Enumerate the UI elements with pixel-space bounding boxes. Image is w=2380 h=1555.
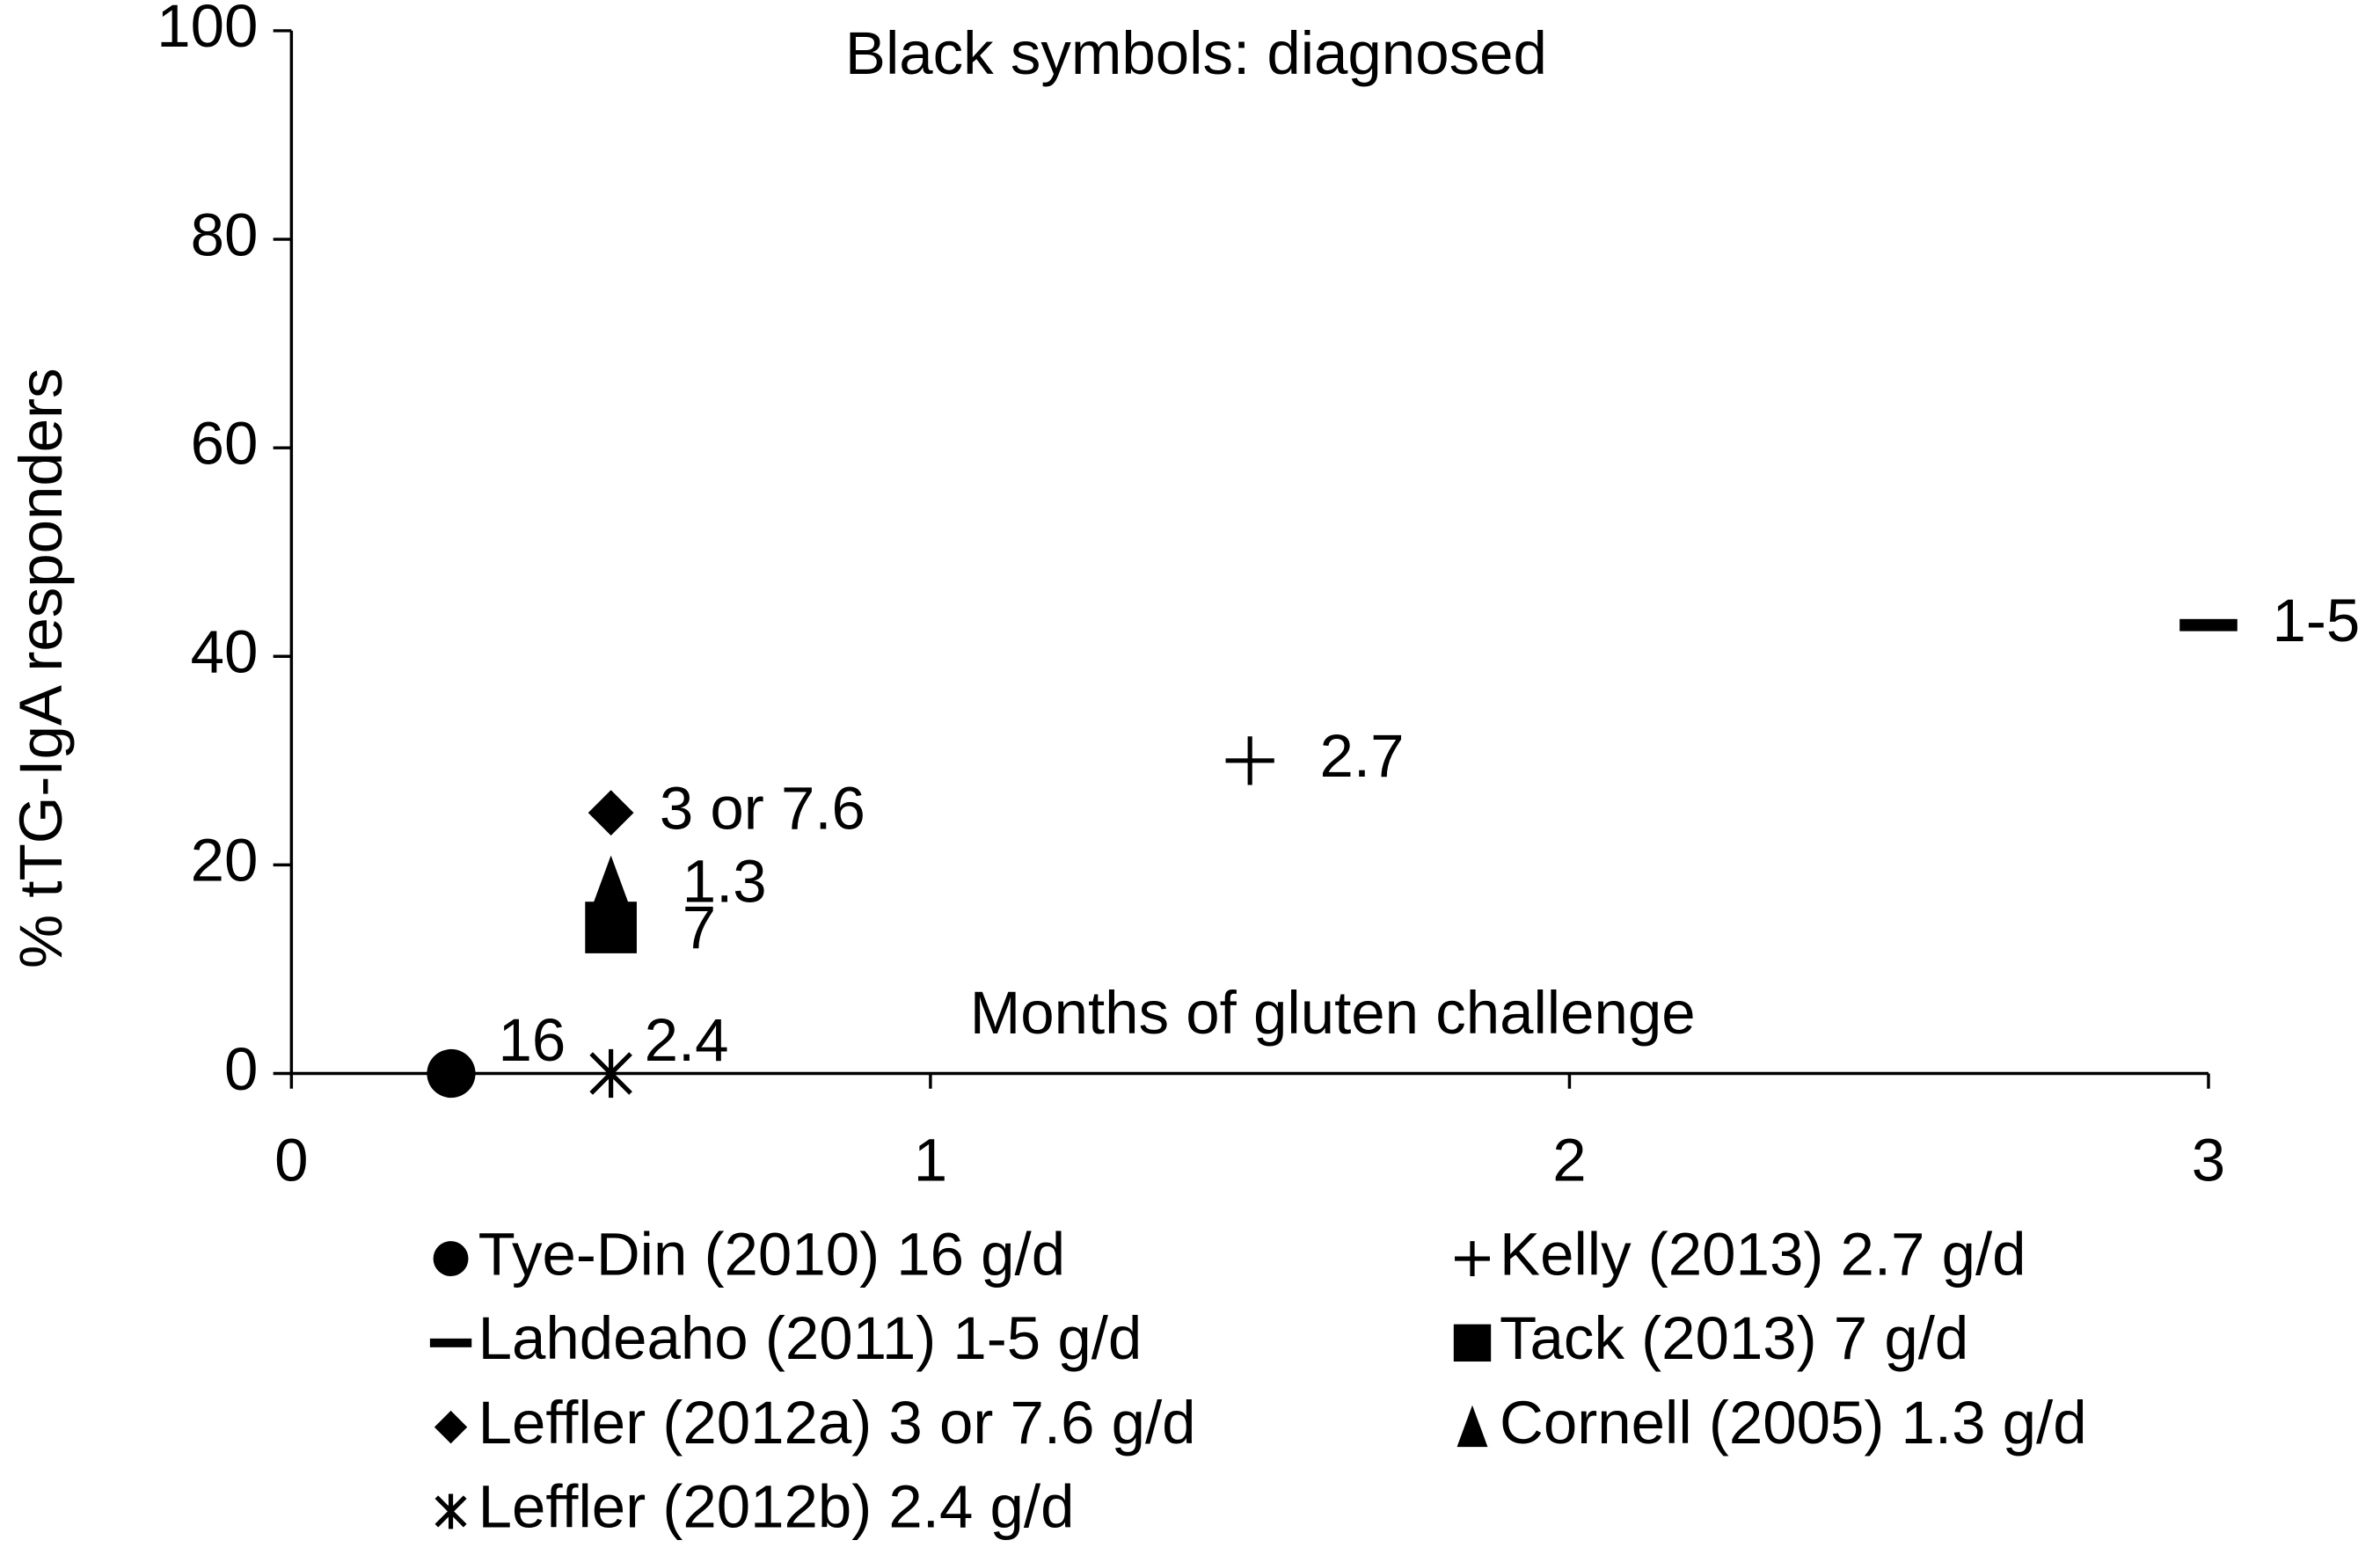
- marker: [434, 1493, 467, 1529]
- point-label: 1-5: [2272, 587, 2360, 654]
- marker: [589, 1048, 632, 1099]
- legend-label: Kelly (2013) 2.7 g/d: [1500, 1220, 2026, 1288]
- y-tick-label: 60: [191, 409, 259, 477]
- point-label: 3 or 7.6: [660, 774, 865, 842]
- legend-label: Leffler (2012b) 2.4 g/d: [478, 1473, 1075, 1541]
- marker: [2179, 618, 2238, 631]
- point-label: 7: [683, 894, 716, 961]
- marker: [429, 1338, 472, 1347]
- y-tick-label: 40: [191, 618, 259, 686]
- marker: [589, 855, 632, 914]
- legend-label: Leffler (2012a) 3 or 7.6 g/d: [478, 1389, 1196, 1456]
- marker: [434, 1410, 468, 1444]
- legend-label: Lahdeaho (2011) 1-5 g/d: [478, 1304, 1143, 1372]
- marker: [1225, 736, 1274, 785]
- legend-label: Tack (2013) 7 g/d: [1500, 1304, 1968, 1372]
- y-tick-label: 20: [191, 827, 259, 894]
- y-axis-label: % tTG-IgA responders: [7, 368, 75, 968]
- marker: [433, 1241, 469, 1277]
- x-tick-label: 1: [914, 1126, 947, 1194]
- x-axis-label: Months of gluten challenge: [970, 979, 1696, 1047]
- point-label: 1.3: [683, 847, 767, 915]
- marker: [588, 790, 634, 836]
- marker: [1455, 1241, 1490, 1277]
- y-tick-label: 0: [224, 1035, 258, 1103]
- x-tick-label: 0: [274, 1126, 308, 1194]
- legend-label: Tye-Din (2010) 16 g/d: [478, 1220, 1066, 1288]
- y-tick-label: 100: [157, 0, 258, 60]
- point-label: 2.7: [1320, 722, 1405, 790]
- legend-label: Cornell (2005) 1.3 g/d: [1500, 1389, 2087, 1456]
- point-label: 16: [498, 1006, 566, 1074]
- y-tick-label: 80: [191, 201, 259, 268]
- chart-title: Black symbols: diagnosed: [845, 19, 1547, 87]
- x-tick-label: 2: [1552, 1126, 1586, 1194]
- point-label: 2.4: [645, 1006, 729, 1074]
- marker: [1453, 1324, 1492, 1362]
- marker: [1456, 1405, 1488, 1448]
- marker: [427, 1048, 476, 1099]
- x-tick-label: 3: [2192, 1126, 2225, 1194]
